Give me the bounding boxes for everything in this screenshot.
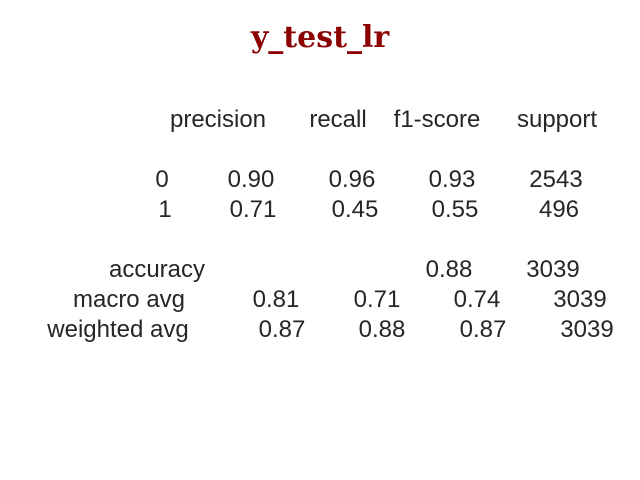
column-header: f1-score bbox=[393, 106, 481, 133]
metric-value: 496 bbox=[538, 196, 580, 223]
metric-value: 0.88 bbox=[425, 256, 473, 283]
row-label: weighted avg bbox=[47, 316, 189, 343]
metric-value: 3039 bbox=[553, 286, 607, 313]
metric-value: 0.87 bbox=[459, 316, 507, 343]
row-label: accuracy bbox=[108, 256, 206, 283]
metric-value: 0.81 bbox=[252, 286, 300, 313]
column-header: recall bbox=[309, 106, 367, 133]
metric-value: 0.87 bbox=[258, 316, 306, 343]
metric-value: 0.71 bbox=[229, 196, 277, 223]
metric-value: 0.71 bbox=[353, 286, 401, 313]
column-header: precision bbox=[169, 106, 267, 133]
chart-title: y_test_lr bbox=[250, 20, 390, 55]
metric-value: 0.74 bbox=[453, 286, 501, 313]
metric-value: 2543 bbox=[529, 166, 583, 193]
row-label: 0 bbox=[155, 166, 169, 193]
metric-value: 0.96 bbox=[328, 166, 376, 193]
metric-value: 0.93 bbox=[428, 166, 476, 193]
metric-value: 0.45 bbox=[331, 196, 379, 223]
row-label: 1 bbox=[158, 196, 172, 223]
metric-value: 3039 bbox=[526, 256, 580, 283]
metric-value: 0.90 bbox=[227, 166, 275, 193]
metric-value: 0.88 bbox=[358, 316, 406, 343]
column-header: support bbox=[516, 106, 598, 133]
metric-value: 0.55 bbox=[431, 196, 479, 223]
metric-value: 3039 bbox=[560, 316, 614, 343]
row-label: macro avg bbox=[72, 286, 186, 313]
